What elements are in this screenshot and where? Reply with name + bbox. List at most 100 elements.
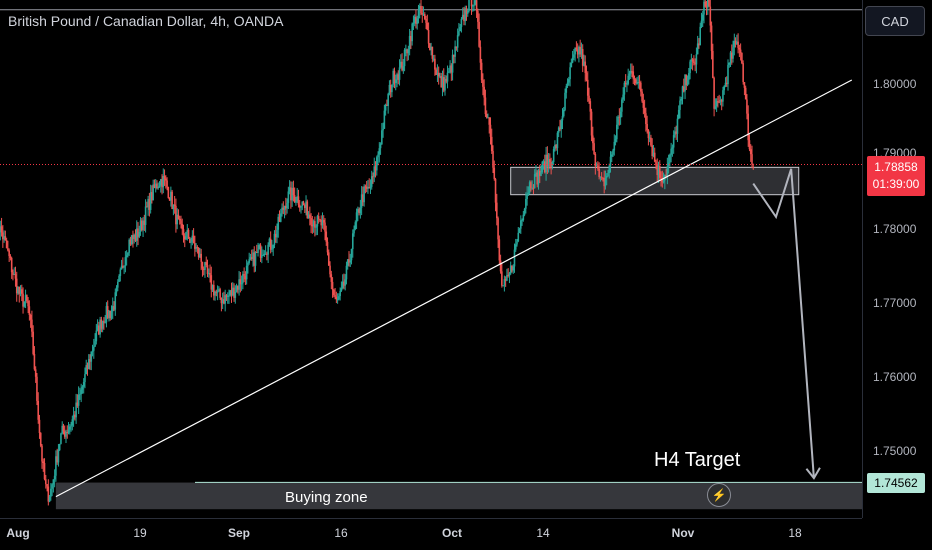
lightning-icon[interactable]: ⚡ [707, 483, 731, 507]
candle-body [619, 111, 622, 118]
resistance-zone-box [510, 166, 800, 196]
candle-body [209, 273, 211, 276]
candle-body [575, 47, 578, 50]
candle-body [470, 0, 473, 7]
candle-body [416, 18, 419, 24]
candle-body [151, 192, 153, 201]
candle-body [706, 0, 709, 8]
candle-body [733, 40, 736, 48]
candle-body [344, 279, 347, 286]
candle-body [397, 74, 400, 80]
candle-body [547, 159, 550, 167]
candle-body [47, 486, 50, 502]
candle-body [292, 187, 295, 196]
candle-body [3, 236, 5, 240]
candle-body [29, 314, 32, 320]
chart-pane[interactable]: British Pound / Canadian Dollar, 4h, OAN… [0, 0, 862, 518]
last-price-label: 1.78858 01:39:00 [867, 156, 925, 196]
date-label-16: 16 [334, 526, 348, 540]
candle-body [291, 187, 293, 201]
candle-body [560, 120, 563, 130]
candle-body [129, 239, 132, 245]
candle-body [672, 135, 675, 148]
candle-body [431, 46, 434, 59]
candle-body [273, 233, 276, 245]
candle-body [466, 11, 469, 14]
candle-body [423, 14, 426, 19]
candle-body [13, 274, 16, 276]
candle-body [698, 43, 700, 46]
candle-body [176, 214, 178, 225]
candle-body [621, 99, 623, 112]
candle-body [463, 14, 465, 22]
candle-body [384, 104, 387, 111]
candle-body [523, 208, 526, 215]
candle-body [161, 179, 163, 188]
candle-body [488, 117, 491, 125]
candle-body [263, 253, 266, 256]
candle-body [439, 76, 441, 78]
candle-body [502, 285, 504, 287]
candle-body [653, 152, 656, 162]
candle-body [748, 140, 751, 150]
candle-body [343, 281, 345, 286]
candle-body [648, 137, 651, 139]
candle-body [691, 59, 694, 62]
date-label-19: 19 [133, 526, 147, 540]
candle-body [474, 0, 477, 5]
candle-body [585, 72, 588, 80]
candle-body [713, 77, 715, 109]
candle-body [535, 172, 537, 175]
price-chart[interactable] [0, 0, 862, 518]
candle-body [225, 295, 228, 297]
candle-body [616, 124, 618, 140]
price-tick: 1.77000 [873, 296, 917, 310]
candle-body [329, 265, 331, 275]
candle-body [715, 101, 718, 107]
candle-body [669, 154, 671, 163]
candle-body [94, 341, 96, 347]
candle-body [536, 172, 539, 185]
candle-body [245, 265, 248, 280]
buying-zone-label[interactable]: Buying zone [285, 489, 368, 506]
currency-button[interactable]: CAD [865, 6, 925, 36]
candle-body [220, 297, 223, 304]
candle-body [576, 49, 579, 55]
candle-body [272, 244, 274, 249]
candle-body [90, 351, 93, 362]
candle-body [413, 16, 416, 24]
candle-body [175, 205, 177, 225]
candle-body [566, 82, 569, 87]
candle-body [303, 204, 306, 208]
candle-body [464, 8, 467, 22]
candle-body [163, 176, 166, 179]
candle-body [15, 278, 18, 294]
candle-body [213, 284, 215, 296]
candle-body [82, 382, 85, 387]
price-axis[interactable]: 1.80000 1.79000 1.78000 1.77000 1.76000 … [862, 0, 932, 518]
h4-target-label[interactable]: H4 Target [654, 449, 741, 471]
candle-body [701, 14, 704, 21]
candle-body [714, 106, 717, 109]
candle-body [106, 306, 109, 318]
candle-body [592, 135, 594, 144]
candle-body [345, 265, 348, 280]
candle-body [569, 67, 571, 80]
candle-body [36, 376, 38, 401]
candle-body [135, 228, 138, 241]
candle-body [545, 154, 547, 173]
candle-body [690, 59, 693, 62]
time-axis[interactable]: Aug 19 Sep 16 Oct 14 Nov 18 [0, 518, 862, 550]
candle-body [660, 177, 662, 179]
candle-body [738, 47, 741, 50]
candle-body [108, 310, 110, 318]
candle-body [386, 104, 388, 106]
candle-body [363, 186, 365, 203]
candle-body [162, 176, 165, 188]
candle-body [183, 236, 186, 240]
candle-body [645, 113, 647, 125]
candle-body [624, 82, 627, 84]
candle-body [739, 49, 742, 53]
candle-body [589, 101, 592, 112]
candle-body [271, 248, 273, 250]
